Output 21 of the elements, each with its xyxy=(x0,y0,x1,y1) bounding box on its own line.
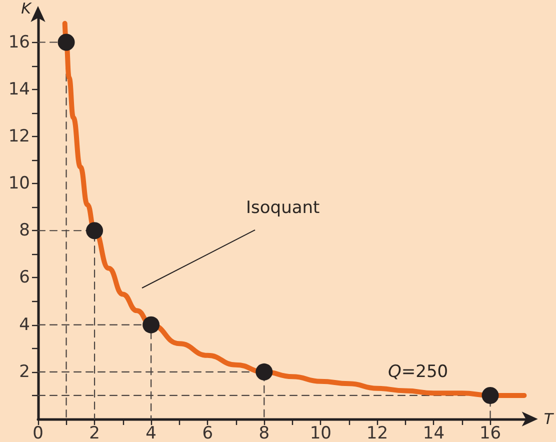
y-tick-label: 4 xyxy=(19,314,30,335)
annotation: Isoquant xyxy=(246,198,320,218)
x-axis-title: T xyxy=(544,410,555,428)
y-tick-label: 2 xyxy=(19,362,30,382)
x-tick-label: 6 xyxy=(202,424,214,442)
y-tick-label: 16 xyxy=(8,32,30,52)
x-tick-label: 0 xyxy=(32,424,44,442)
y-tick-label: 10 xyxy=(8,174,30,194)
y-axis-title: K xyxy=(21,0,32,18)
annotation: Q=250 xyxy=(388,362,448,382)
x-tick-label: 10 xyxy=(310,424,332,442)
x-tick-label: 16 xyxy=(479,424,502,442)
x-tick-label: 8 xyxy=(258,424,270,442)
x-tick-label: 14 xyxy=(422,424,445,442)
y-tick-label: 6 xyxy=(19,268,30,288)
y-tick-label: 8 xyxy=(19,220,30,241)
y-tick-label: 14 xyxy=(8,79,30,100)
x-tick-label: 4 xyxy=(146,424,156,442)
x-tick-label: 2 xyxy=(89,424,100,442)
x-tick-label: 12 xyxy=(366,424,388,442)
y-tick-label: 12 xyxy=(8,126,30,146)
